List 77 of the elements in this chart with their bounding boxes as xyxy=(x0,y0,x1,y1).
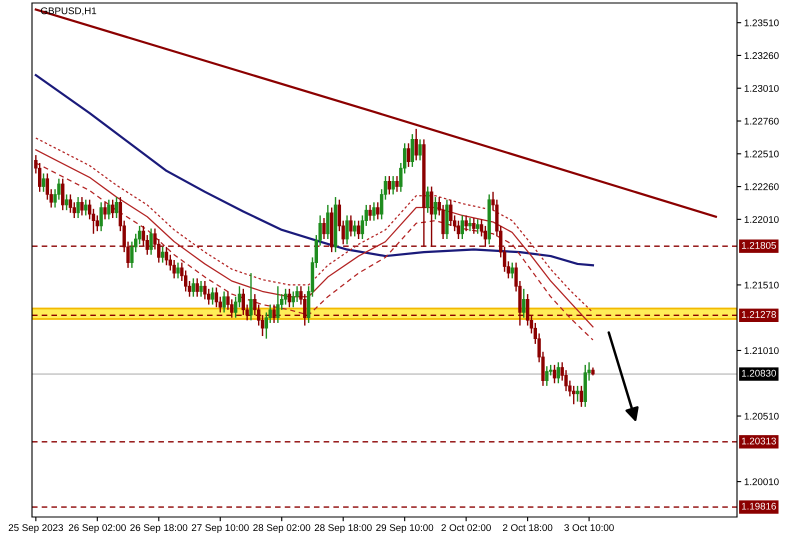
x-tick-label: 2 Oct 18:00 xyxy=(502,524,552,532)
candlestick xyxy=(460,214,464,240)
candlestick xyxy=(522,288,526,318)
candlestick xyxy=(372,202,376,222)
candlestick xyxy=(468,217,472,232)
candlestick xyxy=(434,196,438,220)
candlestick xyxy=(84,198,88,216)
x-tick-label: 28 Sep 18:00 xyxy=(314,524,372,534)
x-tick-label: 28 Sep 02:00 xyxy=(253,524,310,534)
y-tick-label: 1.23260 xyxy=(744,52,779,60)
candlestick xyxy=(76,196,80,219)
candlestick xyxy=(103,202,107,220)
candlestick xyxy=(99,202,103,232)
candlestick xyxy=(199,280,203,298)
y-tick-label: 1.22260 xyxy=(744,183,779,190)
line-series xyxy=(34,74,594,266)
x-tick-label: 3 Oct 10:00 xyxy=(564,524,614,532)
candlestick xyxy=(222,290,226,314)
x-tick-label: 27 Sep 10:00 xyxy=(192,524,249,534)
candlestick xyxy=(196,278,199,298)
candlestick xyxy=(276,286,280,324)
candlestick xyxy=(288,288,292,308)
x-tick-label: 26 Sep 02:00 xyxy=(68,524,126,534)
y-tick-label: 1.22010 xyxy=(744,216,779,223)
candlestick xyxy=(464,214,468,232)
y-tick-label: 1.21510 xyxy=(744,282,779,289)
y-tick-label: 1.20010 xyxy=(744,478,779,486)
candlestick xyxy=(349,214,353,238)
ref-line-label: 1.19816 xyxy=(742,502,776,510)
candlestick xyxy=(510,262,514,280)
candlestick xyxy=(449,198,452,227)
candlestick xyxy=(580,385,584,408)
candlestick xyxy=(192,278,196,298)
chart-title: GBPUSD,H1 xyxy=(40,7,96,16)
ref-line-label: 1.21278 xyxy=(742,311,776,318)
candlestick xyxy=(110,198,114,219)
candlestick xyxy=(388,175,391,196)
candlestick xyxy=(210,286,214,306)
y-tick-label: 1.20510 xyxy=(744,412,779,420)
x-tick-label: 2 Oct 02:00 xyxy=(442,524,491,532)
candlestick xyxy=(172,259,176,280)
candlestick xyxy=(426,186,430,214)
x-tick-label: 25 Sep 2023 xyxy=(8,524,63,534)
candlestick xyxy=(414,128,418,162)
candlestick xyxy=(353,220,356,238)
candlestick xyxy=(576,385,580,402)
candlestick xyxy=(203,280,207,300)
y-tick-label: 1.22510 xyxy=(744,150,779,158)
candlestick xyxy=(368,204,372,222)
candlestick xyxy=(406,142,410,168)
candlestick xyxy=(391,175,395,196)
candlestick xyxy=(410,133,414,168)
candlestick xyxy=(376,202,380,220)
candlestick xyxy=(545,366,549,387)
candlestick xyxy=(472,217,476,234)
candlestick xyxy=(61,178,64,211)
y-tick-label: 1.23510 xyxy=(744,19,779,26)
candlestick xyxy=(160,246,164,264)
candlestick xyxy=(249,272,253,322)
candlestick xyxy=(395,175,399,193)
candlestick xyxy=(326,204,330,240)
y-tick-label: 1.21010 xyxy=(744,347,779,354)
x-tick-label: 26 Sep 18:00 xyxy=(130,524,188,534)
candlestick xyxy=(295,286,299,303)
candlestick xyxy=(356,220,360,240)
y-tick-label: 1.22760 xyxy=(744,118,779,125)
ref-line-label: 1.20830 xyxy=(742,370,776,377)
candlestick xyxy=(556,362,560,384)
candlestick xyxy=(64,194,68,211)
y-tick-label: 1.23010 xyxy=(744,84,779,92)
candlestick xyxy=(107,198,111,220)
ref-line-label: 1.21805 xyxy=(742,242,776,249)
x-tick-label: 29 Sep 10:00 xyxy=(376,524,434,534)
candlestick xyxy=(476,218,480,234)
candlestick xyxy=(176,262,180,280)
ref-line-label: 1.20313 xyxy=(742,438,776,444)
candlestick xyxy=(149,228,153,256)
